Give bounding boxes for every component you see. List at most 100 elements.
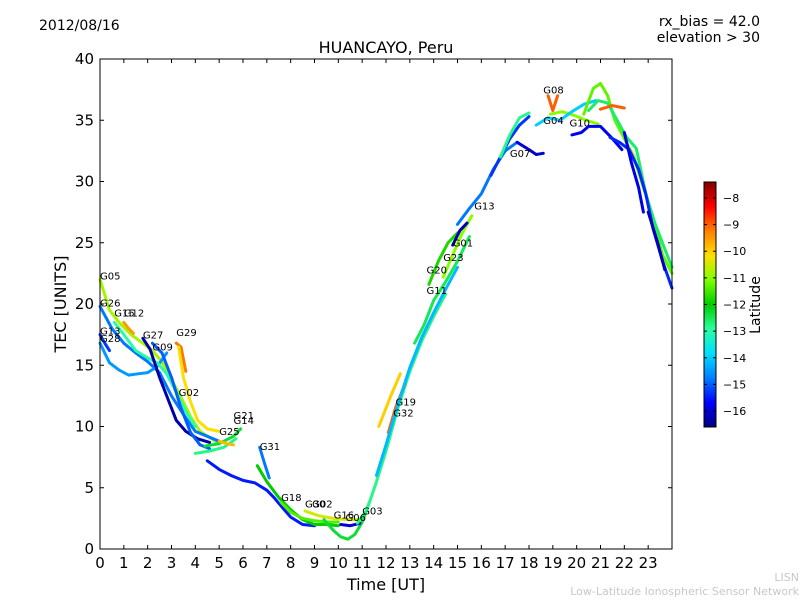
colorbar-tick-label: −14 (723, 352, 746, 365)
footer-credit: LISN Low-Latitude Ionospheric Sensor Net… (570, 571, 799, 599)
satellite-label: G13 (474, 202, 494, 213)
satellite-label: G12 (124, 308, 144, 319)
plot-frame (99, 58, 673, 550)
y-axis-label: TEC [UNITS] (51, 256, 70, 354)
series-track-g11 (413, 235, 471, 345)
series-track-g24 (599, 104, 626, 111)
y-tick-label: 5 (84, 479, 94, 497)
x-tick-label: 16 (472, 554, 491, 572)
axis-layer: 0 1 2 3 4 5 6 7 8 9 10 11 12 13 14 15 16 17 18 19 20 21 22 2305… (75, 50, 672, 572)
satellite-label: G27 (143, 330, 163, 341)
colorbar-tick-label: −16 (723, 405, 746, 418)
satellite-label: G32 (393, 409, 413, 420)
x-tick-label: 7 (262, 554, 272, 572)
series-track-g13 (98, 333, 111, 353)
series-track-g31b (258, 445, 271, 480)
series-track-g04b (534, 99, 598, 127)
series-track-g28b (622, 131, 645, 214)
x-tick-label: 8 (286, 554, 296, 572)
x-tick-label: 0 (95, 554, 105, 572)
satellite-label: G01 (453, 238, 473, 249)
y-tick-label: 35 (75, 111, 94, 129)
y-tick-label: 0 (84, 540, 94, 558)
satellite-label: G18 (281, 493, 301, 504)
x-tick-label: 17 (496, 554, 515, 572)
x-tick-label: 19 (543, 554, 562, 572)
y-tick-label: 30 (75, 173, 94, 191)
satellite-label: G05 (100, 272, 120, 283)
x-tick-label: 20 (567, 554, 586, 572)
x-tick-label: 10 (329, 554, 348, 572)
series-track-g13b (456, 140, 519, 226)
x-tick-label: 2 (143, 554, 153, 572)
x-tick-label: 23 (639, 554, 658, 572)
satellite-label: G11 (427, 286, 447, 297)
x-tick-label: 21 (591, 554, 610, 572)
x-tick-label: 13 (400, 554, 419, 572)
colorbar-tick-label: −9 (723, 219, 739, 232)
rx-bias-label: rx_bias = 42.0 (658, 14, 760, 30)
series-track-g31 (205, 459, 316, 528)
series-track-g10 (515, 140, 545, 156)
y-tick-label: 25 (75, 234, 94, 252)
satellite-label: G03 (362, 507, 382, 518)
satellite-label: G19 (396, 398, 416, 409)
footer-line-2: Low-Latitude Ionospheric Sensor Network (570, 585, 799, 598)
colorbar-tick-label: −11 (723, 272, 746, 285)
series-layer (98, 82, 674, 541)
series-track-g19 (375, 265, 459, 477)
series-track-g30 (279, 500, 340, 524)
x-tick-label: 18 (519, 554, 538, 572)
colorbar-tick-label: −13 (723, 325, 746, 338)
satellite-label: G30 (305, 499, 325, 510)
satellite-label: G29 (176, 328, 196, 339)
series-track-g01 (451, 221, 469, 247)
series-track-g02 (177, 345, 221, 433)
series-track-g15 (112, 320, 197, 428)
y-tick-label: 10 (75, 418, 94, 436)
satellite-label: G31 (260, 442, 280, 453)
series-track-g12 (122, 320, 135, 335)
series-track-g14b (646, 210, 667, 272)
satellite-label: G09 (152, 343, 172, 354)
series-track-g19b (377, 372, 402, 428)
x-tick-label: 11 (353, 554, 372, 572)
satellite-label: G23 (443, 253, 463, 264)
x-tick-label: 4 (191, 554, 201, 572)
satellite-label: G16 (334, 510, 354, 521)
x-tick-label: 12 (376, 554, 395, 572)
series-track-g16 (322, 500, 371, 541)
colorbar: −8 −9 −10 −11 −12 −13 −14 −15 −16 Latitude (703, 181, 764, 428)
series-track-g29 (174, 341, 188, 373)
x-tick-label: 14 (424, 554, 443, 572)
colorbar-tick-label: −15 (723, 378, 746, 391)
elevation-label: elevation > 30 (656, 30, 760, 46)
satellite-label: G10 (570, 118, 590, 129)
colorbar-ticks: −8 −9 −10 −11 −12 −13 −14 −15 −16 (704, 192, 746, 418)
series-track-g09 (150, 341, 212, 451)
x-tick-label: 9 (310, 554, 320, 572)
satellite-label: G13 (100, 327, 120, 338)
satellite-label: G15 (114, 308, 134, 319)
series-track-g20 (427, 231, 459, 286)
parameters-block: rx_bias = 42.0 elevation > 30 (657, 14, 760, 46)
x-tick-label: 5 (214, 554, 224, 572)
chart-title: HUANCAYO, Peru (318, 38, 454, 57)
satellite-label: G28 (100, 334, 120, 345)
satellite-label: G21 (234, 411, 254, 422)
satellite-label: G06 (346, 513, 366, 524)
x-tick-label: 3 (167, 554, 177, 572)
series-track-g26 (98, 304, 221, 443)
series-track-g02b (303, 509, 364, 522)
x-tick-label: 22 (615, 554, 634, 572)
footer-line-1: LISN (774, 571, 799, 584)
series-track-g08 (546, 94, 560, 112)
series-track-g07b (498, 111, 531, 159)
series-track-g21 (203, 427, 243, 448)
satellite-label: G26 (100, 298, 120, 309)
x-tick-label: 15 (448, 554, 467, 572)
colorbar-tick-label: −8 (723, 192, 739, 205)
series-track-g04 (549, 110, 600, 126)
